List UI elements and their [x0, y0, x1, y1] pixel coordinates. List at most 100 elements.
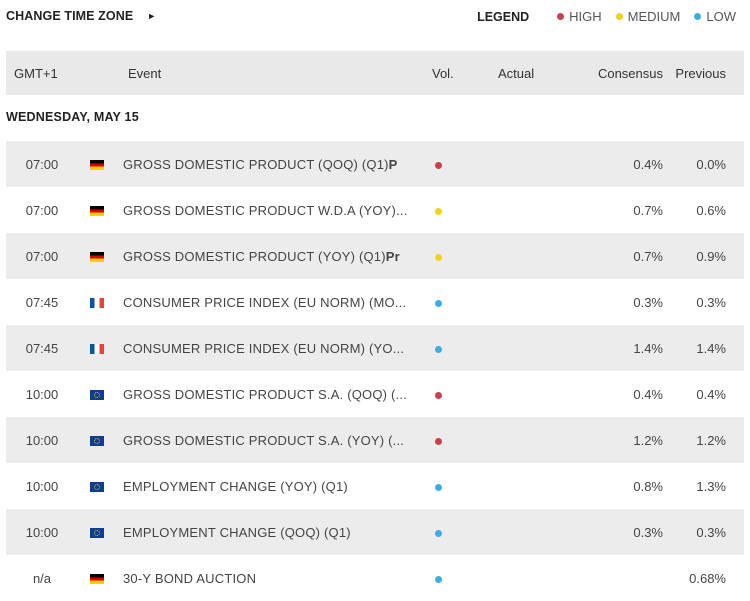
- legend-title: LEGEND: [477, 9, 530, 24]
- top-bar: CHANGE TIME ZONE ► LEGEND HIGH MEDIUM LO…: [0, 0, 750, 34]
- row-consensus: 0.3%: [633, 294, 663, 310]
- legend-label-high: HIGH: [569, 9, 602, 24]
- row-previous: 0.3%: [696, 294, 726, 310]
- row-event[interactable]: GROSS DOMESTIC PRODUCT S.A. (QOQ) (...: [123, 387, 413, 402]
- row-consensus: 0.8%: [633, 478, 663, 494]
- high-dot-icon: [557, 13, 565, 20]
- row-previous: 0.9%: [696, 248, 726, 264]
- row-time: 07:00: [25, 202, 59, 218]
- row-time: 10:00: [25, 386, 59, 402]
- flag-fr-icon: [90, 344, 104, 355]
- row-event-label: 30-Y BOND AUCTION: [123, 570, 257, 586]
- row-event-label: CONSUMER PRICE INDEX (EU NORM) (YO...: [123, 340, 405, 356]
- table-row[interactable]: 07:00 GROSS DOMESTIC PRODUCT (YOY) (Q1)Pr…: [6, 233, 744, 279]
- event-rows: 07:00 GROSS DOMESTIC PRODUCT (QOQ) (Q1)P 0…: [6, 141, 744, 601]
- row-event-label: GROSS DOMESTIC PRODUCT S.A. (QOQ) (...: [123, 386, 407, 402]
- row-vol: [413, 341, 498, 356]
- row-time: n/a: [32, 570, 52, 586]
- row-vol: [413, 387, 498, 402]
- legend-label-low: LOW: [706, 9, 736, 24]
- row-event-suffix: Pr: [385, 248, 400, 264]
- row-consensus: 0.7%: [633, 202, 663, 218]
- row-consensus: 0.3%: [633, 524, 663, 540]
- volatility-dot-icon: [435, 437, 442, 445]
- table-row[interactable]: 07:45 CONSUMER PRICE INDEX (EU NORM) (MO.…: [6, 279, 744, 325]
- row-vol: [413, 571, 498, 586]
- volatility-dot-icon: [435, 529, 442, 537]
- table-row[interactable]: 07:45 CONSUMER PRICE INDEX (EU NORM) (YO.…: [6, 325, 744, 371]
- row-flag-cell: [78, 387, 123, 402]
- row-event[interactable]: EMPLOYMENT CHANGE (QOQ) (Q1): [123, 525, 413, 540]
- row-consensus: 0.4%: [633, 156, 663, 172]
- volatility-dot-icon: [435, 345, 442, 353]
- table-row[interactable]: n/a 30-Y BOND AUCTION 0.68%: [6, 555, 744, 601]
- row-time: 10:00: [25, 432, 59, 448]
- row-flag-cell: [78, 341, 123, 356]
- row-previous: 0.3%: [696, 524, 726, 540]
- flag-eu-icon: [90, 390, 104, 401]
- change-time-zone-button[interactable]: CHANGE TIME ZONE ►: [6, 9, 156, 23]
- row-event[interactable]: CONSUMER PRICE INDEX (EU NORM) (YO...: [123, 341, 413, 356]
- row-flag-cell: [78, 479, 123, 494]
- row-consensus: 0.4%: [633, 386, 663, 402]
- table-row[interactable]: 10:00 EMPLOYMENT CHANGE (YOY) (Q1) 0.8% 1.3…: [6, 463, 744, 509]
- row-vol: [413, 203, 498, 218]
- table-row[interactable]: 10:00 GROSS DOMESTIC PRODUCT S.A. (YOY) (…: [6, 417, 744, 463]
- row-event-label: GROSS DOMESTIC PRODUCT W.D.A (YOY)...: [123, 202, 408, 218]
- legend-item-medium: MEDIUM: [615, 9, 680, 24]
- legend-item-low: LOW: [694, 9, 736, 24]
- row-flag-cell: [78, 295, 123, 310]
- row-event[interactable]: EMPLOYMENT CHANGE (YOY) (Q1): [123, 479, 413, 494]
- flag-fr-icon: [90, 298, 104, 309]
- medium-dot-icon: [615, 13, 623, 20]
- change-time-zone-label: CHANGE TIME ZONE: [6, 9, 134, 23]
- volatility-dot-icon: [435, 207, 442, 215]
- row-vol: [413, 295, 498, 310]
- header-consensus: Consensus: [597, 65, 663, 81]
- row-vol: [413, 157, 498, 172]
- row-consensus: 0.7%: [633, 248, 663, 264]
- header-event: Event: [128, 65, 162, 81]
- flag-eu-icon: [90, 528, 104, 539]
- row-consensus: 1.4%: [633, 340, 663, 356]
- row-vol: [413, 479, 498, 494]
- volatility-dot-icon: [435, 391, 442, 399]
- row-event-label: EMPLOYMENT CHANGE (QOQ) (Q1): [123, 524, 351, 540]
- row-flag-cell: [78, 571, 123, 586]
- row-event-label: EMPLOYMENT CHANGE (YOY) (Q1): [123, 478, 348, 494]
- table-row[interactable]: 07:00 GROSS DOMESTIC PRODUCT (QOQ) (Q1)P 0…: [6, 141, 744, 187]
- row-event[interactable]: GROSS DOMESTIC PRODUCT S.A. (YOY) (...: [123, 433, 413, 448]
- row-event[interactable]: GROSS DOMESTIC PRODUCT W.D.A (YOY)...: [123, 203, 413, 218]
- row-previous: 1.3%: [696, 478, 726, 494]
- day-label: WEDNESDAY, MAY 15: [6, 110, 139, 124]
- row-event[interactable]: CONSUMER PRICE INDEX (EU NORM) (MO...: [123, 295, 413, 310]
- volatility-dot-icon: [435, 161, 442, 169]
- row-time: 07:00: [25, 248, 59, 264]
- row-event-label: GROSS DOMESTIC PRODUCT S.A. (YOY) (...: [123, 432, 405, 448]
- row-time: 07:00: [25, 156, 59, 172]
- flag-de-icon: [90, 574, 104, 585]
- flag-eu-icon: [90, 436, 104, 447]
- table-row[interactable]: 10:00 GROSS DOMESTIC PRODUCT S.A. (QOQ) (…: [6, 371, 744, 417]
- row-time: 07:45: [25, 340, 59, 356]
- row-event-label: GROSS DOMESTIC PRODUCT (YOY) (Q1): [123, 248, 386, 264]
- table-row[interactable]: 07:00 GROSS DOMESTIC PRODUCT W.D.A (YOY).…: [6, 187, 744, 233]
- row-event[interactable]: 30-Y BOND AUCTION: [123, 571, 413, 586]
- row-event[interactable]: GROSS DOMESTIC PRODUCT (QOQ) (Q1)P: [123, 157, 413, 172]
- flag-de-icon: [90, 160, 104, 171]
- row-time: 10:00: [25, 478, 59, 494]
- volatility-dot-icon: [435, 483, 442, 491]
- low-dot-icon: [694, 13, 702, 20]
- row-vol: [413, 433, 498, 448]
- legend-item-high: HIGH: [557, 9, 602, 24]
- row-flag-cell: [78, 249, 123, 264]
- row-time: 10:00: [25, 524, 59, 540]
- table-header: GMT+1 Event Vol. Actual Consensus Previo…: [6, 51, 744, 95]
- row-previous: 0.4%: [696, 386, 726, 402]
- row-event[interactable]: GROSS DOMESTIC PRODUCT (YOY) (Q1)Pr: [123, 249, 413, 264]
- row-flag-cell: [78, 203, 123, 218]
- flag-de-icon: [90, 252, 104, 263]
- table-row[interactable]: 10:00 EMPLOYMENT CHANGE (QOQ) (Q1) 0.3% 0.3…: [6, 509, 744, 555]
- row-event-label: GROSS DOMESTIC PRODUCT (QOQ) (Q1): [123, 156, 389, 172]
- row-event-label: CONSUMER PRICE INDEX (EU NORM) (MO...: [123, 294, 407, 310]
